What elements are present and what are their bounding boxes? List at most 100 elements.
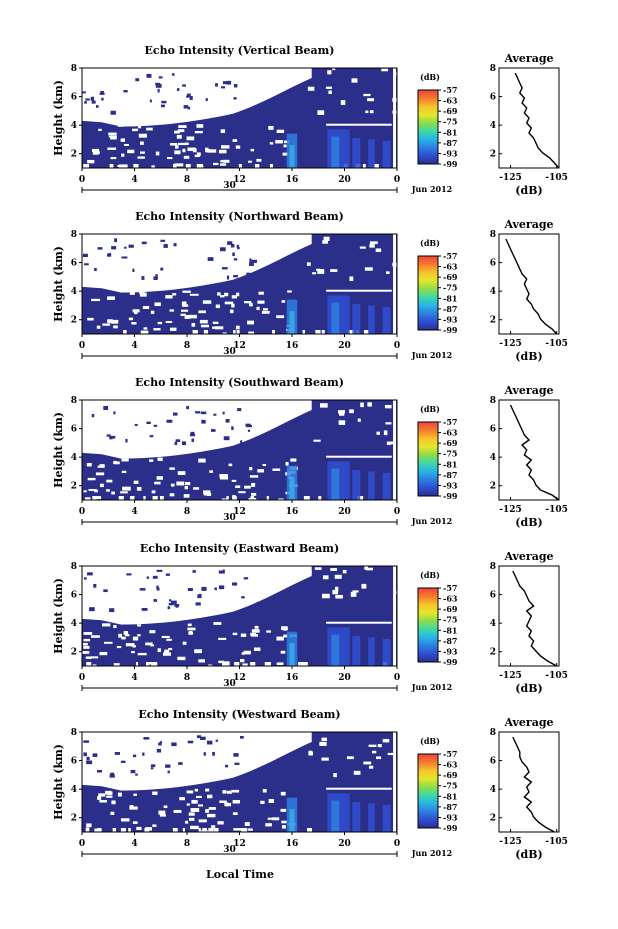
echo-speck	[171, 742, 177, 747]
echo-speck	[218, 570, 225, 574]
no-data-speck	[217, 292, 221, 296]
no-data-speck	[218, 149, 227, 154]
no-data-speck	[90, 635, 100, 638]
echo-speck	[166, 419, 173, 423]
no-data-speck	[189, 293, 199, 296]
echo-speck	[189, 433, 196, 437]
no-data-speck	[232, 812, 238, 816]
no-data-speck	[394, 72, 399, 76]
no-data-speck	[196, 164, 200, 168]
no-data-speck	[236, 330, 240, 334]
colorbar-tick-label: -63	[443, 428, 458, 438]
no-data-speck	[315, 330, 321, 334]
average-title: Average	[503, 52, 553, 65]
no-data-speck	[307, 828, 313, 832]
echo-speck	[226, 275, 230, 280]
no-data-speck	[110, 135, 117, 140]
no-data-speck	[96, 325, 101, 329]
echo-speck	[169, 599, 172, 602]
no-data-speck	[232, 632, 238, 636]
no-data-speck	[211, 825, 216, 830]
echo-speck	[89, 607, 95, 612]
no-data-speck	[145, 642, 153, 646]
y-tick-label: 8	[71, 562, 77, 572]
no-data-speck	[283, 144, 287, 148]
echo-column	[289, 643, 295, 666]
no-data-speck	[386, 271, 390, 274]
average-y-tick-label: 2	[490, 648, 496, 658]
no-data-speck	[98, 128, 102, 131]
echo-speck	[247, 429, 251, 432]
no-data-speck	[133, 793, 137, 796]
no-data-speck	[247, 320, 255, 325]
colorbar-tick-label: -75	[443, 449, 457, 459]
echo-speck	[101, 97, 104, 101]
no-data-speck	[186, 136, 195, 141]
no-data-speck	[165, 320, 173, 323]
echo-speck	[220, 247, 226, 252]
no-data-speck	[179, 797, 185, 801]
colorbar-unit: (dB)	[420, 404, 440, 414]
no-data-speck	[183, 494, 190, 498]
no-data-speck	[357, 418, 361, 422]
colorbar-tick-label: -63	[443, 96, 458, 106]
y-tick-label: 8	[71, 396, 77, 406]
no-data-speck	[184, 485, 189, 490]
no-data-speck	[256, 158, 262, 162]
echo-speck	[96, 769, 103, 773]
no-data-speck	[384, 404, 392, 409]
echo-speck	[130, 769, 136, 774]
no-data-speck	[122, 818, 130, 822]
no-data-speck	[287, 290, 292, 293]
no-data-speck	[226, 662, 229, 666]
echo-speck	[196, 735, 202, 739]
no-data-speck	[332, 589, 339, 595]
no-data-speck	[298, 662, 303, 666]
no-data-speck	[322, 575, 329, 580]
no-data-speck	[113, 325, 118, 329]
no-data-speck	[238, 164, 242, 168]
echo-speck	[187, 740, 194, 744]
no-data-speck	[198, 310, 206, 314]
echo-speck	[146, 421, 151, 425]
no-data-speck	[232, 139, 238, 142]
no-data-speck	[312, 272, 317, 275]
no-data-speck	[143, 327, 148, 330]
no-data-speck	[140, 141, 144, 145]
echo-speck	[187, 587, 193, 591]
no-data-speck	[145, 662, 150, 666]
no-data-speck	[198, 458, 206, 463]
no-data-speck	[191, 322, 196, 327]
x-tick-label: 8	[184, 175, 190, 185]
y-tick-label: 2	[71, 482, 77, 492]
echo-speck	[106, 434, 111, 437]
x-tick-label: 20	[338, 839, 351, 849]
echo-speck	[241, 596, 245, 599]
x-tick-label: 20	[338, 341, 351, 351]
no-data-speck	[83, 645, 90, 649]
panel-title: Echo Intensity (Vertical Beam)	[144, 44, 334, 57]
x-axis-label: Local Time	[206, 868, 274, 881]
echo-column	[289, 145, 295, 168]
y-tick-label: 2	[71, 814, 77, 824]
no-data-speck	[205, 788, 210, 792]
echo-speck	[139, 588, 146, 591]
no-data-speck	[250, 662, 256, 666]
no-data-speck	[203, 492, 210, 496]
echo-speck	[233, 258, 238, 261]
no-data-speck	[339, 411, 345, 416]
no-data-speck	[170, 483, 175, 487]
no-data-speck	[154, 481, 161, 485]
no-data-speck	[118, 633, 122, 638]
no-data-speck	[261, 310, 270, 314]
echo-speck	[221, 267, 228, 270]
echo-column	[368, 471, 375, 500]
no-data-speck	[212, 326, 216, 329]
no-data-speck	[193, 487, 200, 490]
no-data-speck	[177, 142, 187, 146]
x-tick-label: 0	[394, 673, 400, 683]
x-tick-label: 0	[394, 175, 400, 185]
echo-speck	[109, 608, 115, 613]
no-data-speck	[268, 798, 275, 803]
no-data-speck	[248, 828, 253, 831]
